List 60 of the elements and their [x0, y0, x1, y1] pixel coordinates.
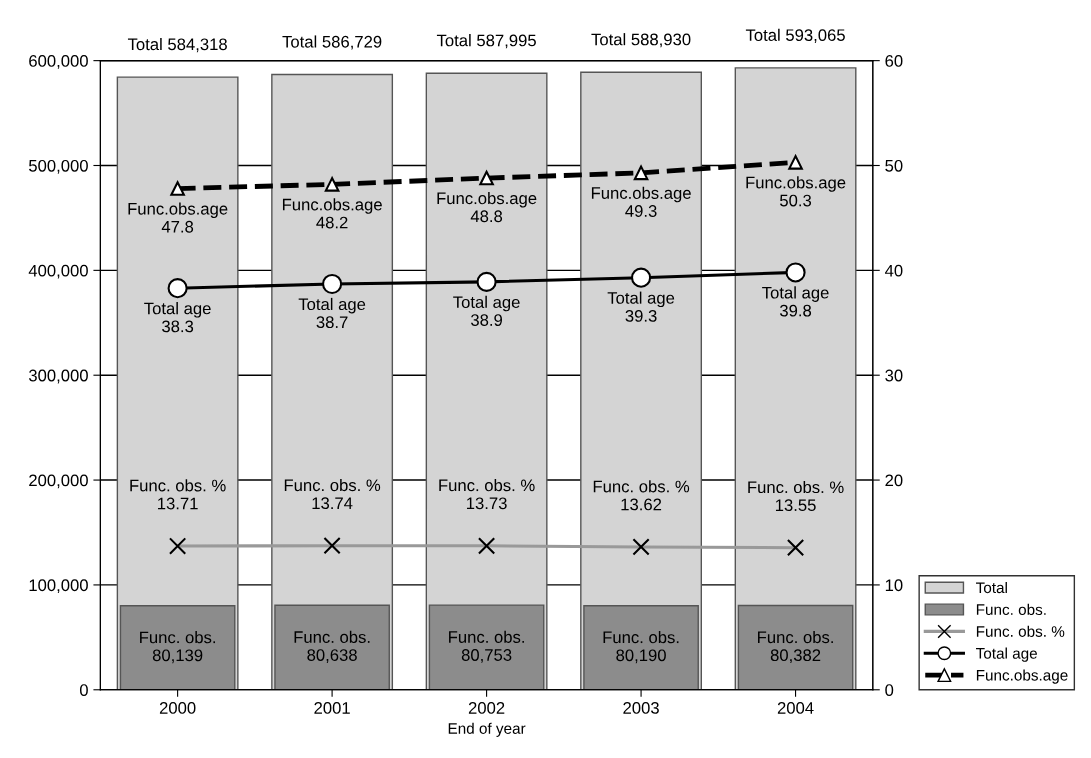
data-label: Total 588,930 — [591, 33, 691, 48]
point — [476, 271, 497, 292]
x-axis-title: End of year — [448, 722, 526, 737]
y-tick-label: 400,000 — [28, 264, 88, 279]
point — [324, 177, 340, 192]
y2-tick-label: 30 — [885, 369, 903, 382]
data-label: Total age 39.8 — [762, 286, 829, 317]
point — [785, 262, 806, 283]
data-label: Total age 38.3 — [144, 302, 211, 333]
y-tick-label: 200,000 — [29, 474, 88, 489]
data-label: Total age 39.3 — [607, 291, 675, 322]
data-label: Func. obs. % 13.55 — [748, 480, 844, 512]
point — [479, 170, 494, 186]
x-tick-label: 2001 — [314, 702, 350, 714]
point — [788, 155, 803, 170]
y-tick-label: 600,000 — [29, 55, 88, 69]
data-label: Total 587,995 — [436, 34, 536, 49]
data-label: Total age 38.9 — [453, 295, 520, 326]
legend-label: Func.obs.age — [976, 669, 1068, 684]
data-label: Func.obs.age 48.2 — [282, 198, 382, 229]
y-tick-label: 100,000 — [29, 579, 88, 594]
data-label: Func. obs. 80,638 — [294, 630, 370, 663]
data-label: Total 593,065 — [745, 28, 845, 43]
y2-tick-label: 50 — [885, 159, 903, 172]
point — [167, 278, 188, 299]
y2-tick-label: 0 — [885, 684, 894, 696]
y2-tick-label: 10 — [885, 579, 903, 592]
x-tick-label: 2003 — [623, 702, 659, 714]
data-label: Func. obs. % 13.73 — [439, 478, 535, 510]
legend-label: Total — [976, 581, 1007, 594]
data-label: Func. obs. % 13.71 — [130, 479, 226, 510]
y-tick-label: 0 — [79, 684, 88, 696]
point — [322, 273, 343, 295]
data-label: Func.obs.age 50.3 — [746, 176, 846, 207]
y2-tick-label: 60 — [885, 55, 903, 67]
data-label: Total 586,729 — [282, 35, 382, 50]
y2-tick-label: 20 — [885, 474, 903, 487]
data-label: Func.obs.age 48.8 — [437, 191, 537, 223]
legend-label: Func. obs. — [976, 603, 1046, 616]
legend-label: Func. obs. % — [976, 625, 1065, 637]
data-label: Func.obs.age 49.3 — [591, 186, 691, 217]
y-tick-label: 500,000 — [28, 159, 88, 174]
x-tick-label: 2000 — [159, 702, 196, 714]
legend-label: Total age — [976, 647, 1037, 662]
point — [631, 267, 652, 288]
data-label: Func.obs.age 47.8 — [128, 202, 228, 233]
y-tick-label: 300,000 — [28, 369, 88, 384]
x-tick-label: 2004 — [777, 702, 814, 714]
data-label: Total 584,318 — [127, 37, 227, 53]
data-label: Func. obs. 80,753 — [449, 630, 524, 663]
data-label: Func. obs. 80,190 — [603, 630, 679, 664]
point — [170, 181, 185, 196]
y2-tick-label: 40 — [884, 264, 903, 277]
data-label: Func. obs. % 13.74 — [284, 478, 381, 510]
point — [633, 165, 649, 181]
data-label: Total age 38.7 — [298, 297, 366, 329]
data-label: Func. obs. % 13.62 — [593, 480, 690, 511]
data-label: Func. obs. 80,382 — [758, 630, 833, 664]
data-label: Func. obs. 80,139 — [140, 631, 215, 664]
x-tick-label: 2002 — [468, 702, 505, 714]
